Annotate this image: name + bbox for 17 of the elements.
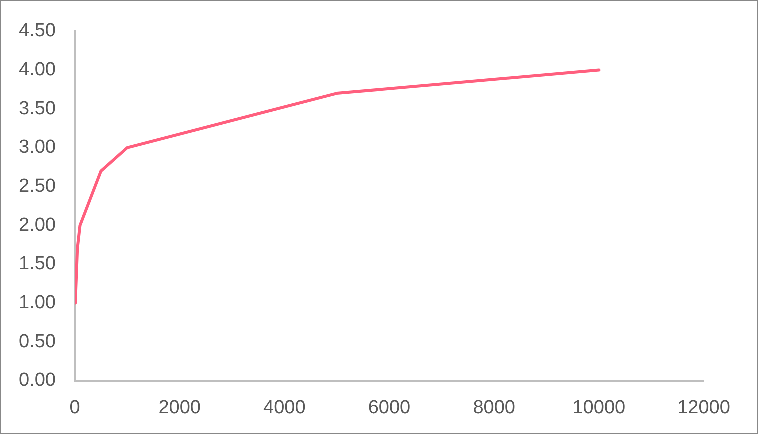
y-tick-label: 3.00 (19, 137, 56, 158)
y-tick-label: 0.50 (19, 331, 56, 352)
y-tick-label: 2.00 (19, 214, 56, 236)
y-tick-label: 4.00 (19, 59, 56, 80)
x-tick-label: 8000 (473, 398, 516, 419)
y-tick-label: 2.50 (19, 176, 56, 198)
x-tick-label: 4000 (264, 398, 306, 419)
y-tick-label: 1.50 (19, 254, 56, 275)
x-tick-label: 0 (70, 398, 80, 419)
y-tick-label: 0.00 (19, 370, 56, 392)
y-tick-label: 1.00 (19, 292, 56, 314)
x-tick-label: 2000 (158, 398, 201, 419)
y-tick-label: 4.50 (19, 20, 56, 42)
y-tick-label: 3.50 (19, 98, 56, 120)
x-tick-label: 10000 (572, 398, 626, 419)
x-tick-label: 6000 (368, 398, 411, 419)
x-tick-label: 12000 (678, 398, 730, 419)
